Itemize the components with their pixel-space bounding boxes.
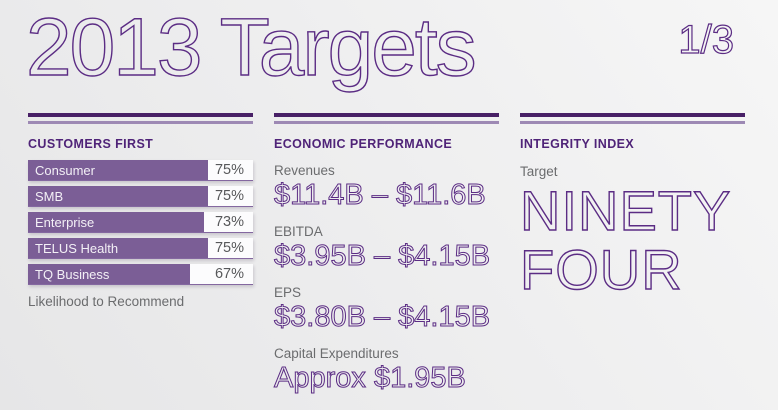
bar-row: SMB 75% <box>28 186 253 207</box>
bar-label: Consumer <box>35 162 95 178</box>
integrity-value-line: NINETY <box>519 179 732 242</box>
bar-row: Consumer 75% <box>28 160 253 181</box>
bar-value: 75% <box>214 162 244 178</box>
bar-value: 73% <box>214 214 244 230</box>
bar-value: 75% <box>214 188 244 204</box>
section-divider <box>274 113 499 124</box>
bar-label: Enterprise <box>35 214 95 230</box>
bar-value: 67% <box>214 266 244 282</box>
bar-fill: SMB <box>28 186 208 206</box>
page-indicator: 1/3 <box>678 18 735 62</box>
integrity-value-line: FOUR <box>519 238 683 301</box>
divider-dark-rule <box>274 113 499 117</box>
divider-dark-rule <box>520 113 745 117</box>
metric-value: Approx $1.95B <box>274 362 467 395</box>
metric-value: $11.4B – $11.6B <box>274 179 487 212</box>
metric: Capital Expenditures Approx $1.95B <box>274 345 499 395</box>
bar-chart: Consumer 75% SMB 75% Enterprise 73% TELUS Heal… <box>28 160 253 285</box>
bar-value: 75% <box>214 240 244 256</box>
section-heading-customers-first: CUSTOMERS FIRST <box>28 137 154 151</box>
metric: Revenues $11.4B – $11.6B <box>274 162 499 212</box>
section-heading-integrity-index: INTEGRITY INDEX <box>520 137 635 151</box>
metric: EPS $3.80B – $4.15B <box>274 284 499 334</box>
divider-light-rule <box>274 121 499 124</box>
metric-label: Capital Expenditures <box>274 346 399 361</box>
metric: EBITDA $3.95B – $4.15B <box>274 223 499 273</box>
integrity-target-value: NINETY FOUR <box>519 179 745 301</box>
bar-label: SMB <box>35 188 64 204</box>
metric-label: Revenues <box>274 163 335 178</box>
metrics-list: Revenues $11.4B – $11.6B EBITDA $3.95B – $4… <box>274 162 499 395</box>
section-divider <box>28 113 253 124</box>
columns: CUSTOMERS FIRST Consumer 75% SMB 75% Enterpr… <box>28 113 745 395</box>
page-title: 2013 Targets <box>25 2 477 93</box>
section-heading-economic-performance: ECONOMIC PERFORMANCE <box>274 137 453 151</box>
bar-fill: Consumer <box>28 160 208 180</box>
metric-value: $3.80B – $4.15B <box>274 301 491 334</box>
bar-row: TQ Business 67% <box>28 264 253 285</box>
metric-label: EPS <box>274 285 302 300</box>
integrity-target-label: Target <box>520 164 558 179</box>
bar-row: TELUS Health 75% <box>28 238 253 259</box>
section-divider <box>520 113 745 124</box>
bar-label: TQ Business <box>35 266 110 282</box>
section-economic-performance: ECONOMIC PERFORMANCE Revenues $11.4B – $1… <box>274 113 499 395</box>
bar-label: TELUS Health <box>35 240 119 256</box>
bar-row: Enterprise 73% <box>28 212 253 233</box>
bar-fill: Enterprise <box>28 212 204 232</box>
bar-fill: TQ Business <box>28 264 190 284</box>
divider-light-rule <box>520 121 745 124</box>
section-integrity-index: INTEGRITY INDEX Target NINETY FOUR <box>519 113 745 395</box>
divider-dark-rule <box>28 113 253 117</box>
metric-label: EBITDA <box>274 224 323 239</box>
metric-value: $3.95B – $4.15B <box>274 240 491 273</box>
chart-caption: Likelihood to Recommend <box>28 294 185 309</box>
section-customers-first: CUSTOMERS FIRST Consumer 75% SMB 75% Enterpr… <box>28 113 253 395</box>
divider-light-rule <box>28 121 253 124</box>
bar-fill: TELUS Health <box>28 238 208 258</box>
